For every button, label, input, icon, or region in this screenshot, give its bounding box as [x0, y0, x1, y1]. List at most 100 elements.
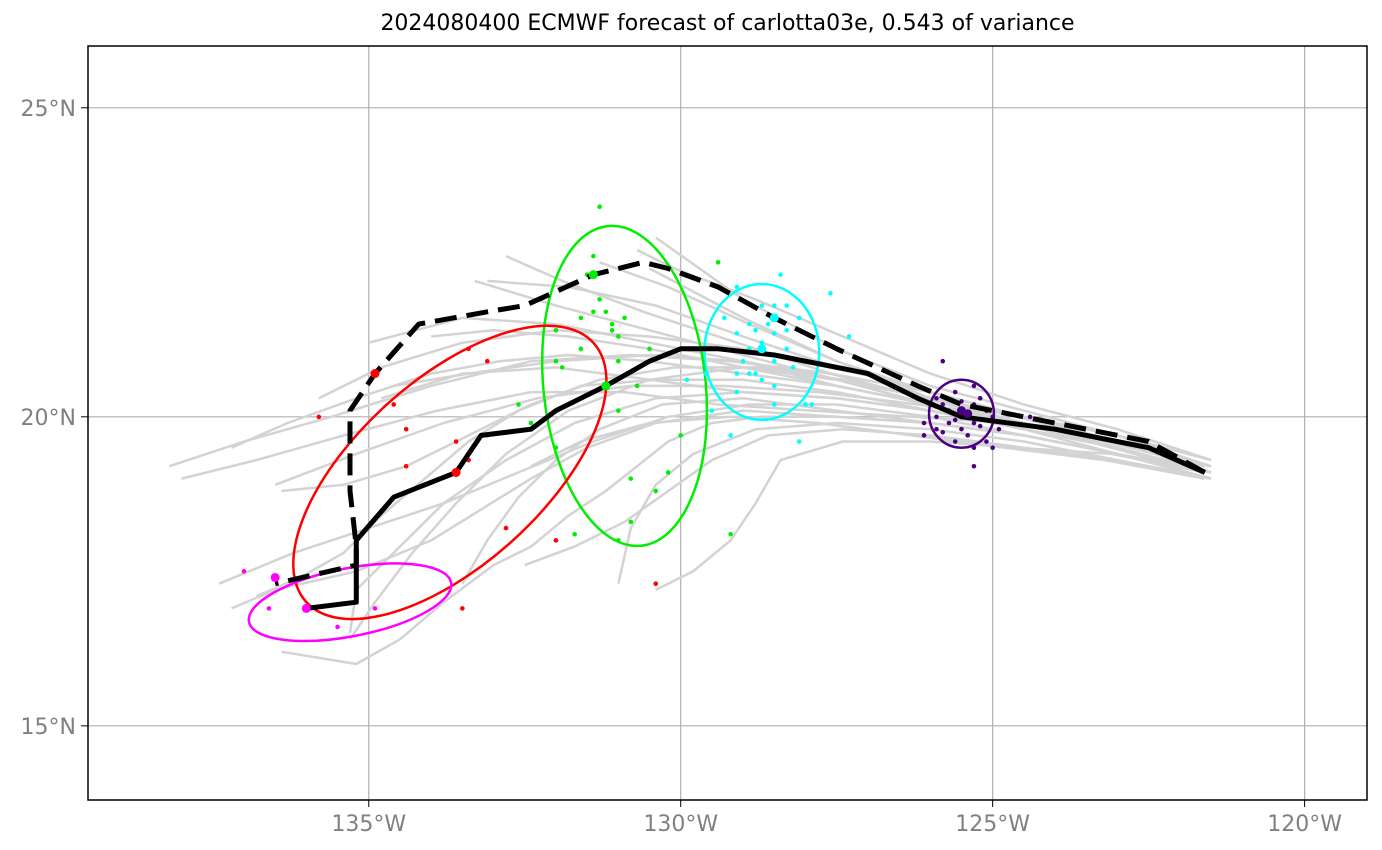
indigo-point — [940, 358, 946, 364]
magenta-center — [301, 603, 311, 613]
red-point — [484, 358, 490, 364]
green-point — [609, 327, 615, 333]
indigo-point — [952, 389, 958, 395]
green-point — [647, 346, 652, 352]
indigo-point — [990, 445, 995, 451]
cyan-point — [734, 389, 740, 395]
green-point — [591, 309, 596, 315]
magenta-point — [266, 606, 272, 611]
green-point — [678, 433, 684, 438]
indigo-point — [934, 414, 939, 420]
red-point — [453, 439, 459, 444]
green-point — [728, 531, 733, 537]
red-point — [391, 402, 397, 407]
green-point — [628, 476, 634, 481]
magenta-ellipse — [247, 562, 453, 643]
indigo-point — [934, 426, 939, 432]
ensemble-points — [241, 204, 1033, 630]
cyan-point — [747, 321, 752, 327]
cyan-point — [759, 303, 765, 308]
indigo-point — [996, 426, 1002, 432]
green-point — [609, 321, 615, 327]
green-center — [588, 270, 598, 280]
cyan-point — [809, 402, 815, 407]
cyan-point — [728, 433, 733, 438]
cyan-point — [796, 439, 802, 444]
red-point — [403, 426, 409, 432]
cyan-point — [759, 377, 765, 383]
green-point — [616, 358, 621, 364]
ensemble-track — [430, 329, 1212, 474]
green-point — [634, 383, 640, 389]
lon-tick-label: 135°W — [331, 812, 406, 837]
green-point — [591, 253, 596, 259]
cyan-point — [753, 327, 758, 333]
indigo-point — [959, 426, 964, 432]
ensemble-track — [368, 316, 1212, 480]
magenta-point — [335, 624, 340, 630]
indigo-point — [977, 423, 983, 429]
green-point — [516, 402, 521, 407]
green-point — [665, 470, 671, 475]
red-point — [653, 581, 659, 586]
indigo-point — [934, 395, 939, 401]
ensemble-track — [461, 397, 1212, 585]
indigo-point — [921, 433, 927, 438]
cyan-point — [734, 284, 740, 290]
cyan-point — [771, 331, 777, 336]
lat-tick-label: 20°N — [21, 406, 76, 431]
mean-track-solid — [306, 346, 1206, 611]
cyan-point — [784, 327, 790, 333]
red-point — [403, 463, 409, 469]
indigo-point — [977, 395, 983, 401]
indigo-point — [971, 463, 977, 469]
cyan-point — [784, 303, 790, 308]
red-center — [370, 369, 380, 379]
mean-track-dashed — [274, 259, 1207, 587]
ensemble-tracks — [168, 236, 1212, 666]
magenta-center — [270, 573, 280, 583]
lon-tick-label: 125°W — [955, 812, 1030, 837]
ensemble-track — [524, 427, 1212, 567]
cyan-point — [796, 315, 802, 321]
indigo-point — [990, 414, 995, 420]
green-point — [597, 204, 602, 209]
cyan-point — [765, 321, 771, 327]
green-point — [553, 327, 559, 333]
cyan-point — [740, 358, 746, 364]
red-point — [460, 606, 465, 611]
cyan-point — [759, 340, 765, 345]
green-point — [628, 519, 634, 525]
cyan-center — [757, 344, 767, 354]
cyan-point — [734, 331, 740, 336]
indigo-point — [965, 433, 971, 438]
track-centers — [270, 270, 973, 613]
green-point — [603, 309, 609, 315]
ensemble-track — [655, 440, 1206, 592]
indigo-point — [952, 417, 958, 423]
green-point — [616, 538, 621, 543]
indigo-ellipse — [927, 378, 996, 449]
green-ellipse — [540, 224, 709, 548]
magenta-point — [241, 569, 247, 574]
green-point — [559, 365, 565, 370]
lon-tick-label: 130°W — [643, 812, 718, 837]
map-title: 2024080400 ECMWF forecast of carlotta03e… — [380, 11, 1075, 36]
indigo-point — [940, 402, 946, 407]
lat-tick-label: 15°N — [21, 715, 76, 740]
probability-ellipses — [247, 224, 996, 643]
cyan-point — [771, 402, 777, 407]
cyan-ellipse — [703, 282, 821, 422]
indigo-point — [952, 439, 958, 444]
red-center — [451, 467, 461, 477]
axis-ticks: 25°N 20°N 15°N 135°W 130°W 125°W 120°W — [21, 97, 1343, 837]
green-point — [528, 420, 534, 426]
red-point — [316, 414, 322, 420]
red-ellipse — [292, 324, 608, 621]
cyan-point — [771, 383, 777, 389]
magenta-point — [372, 606, 378, 611]
cyan-point — [684, 377, 690, 383]
cyan-point — [747, 371, 752, 376]
green-point — [553, 358, 559, 364]
